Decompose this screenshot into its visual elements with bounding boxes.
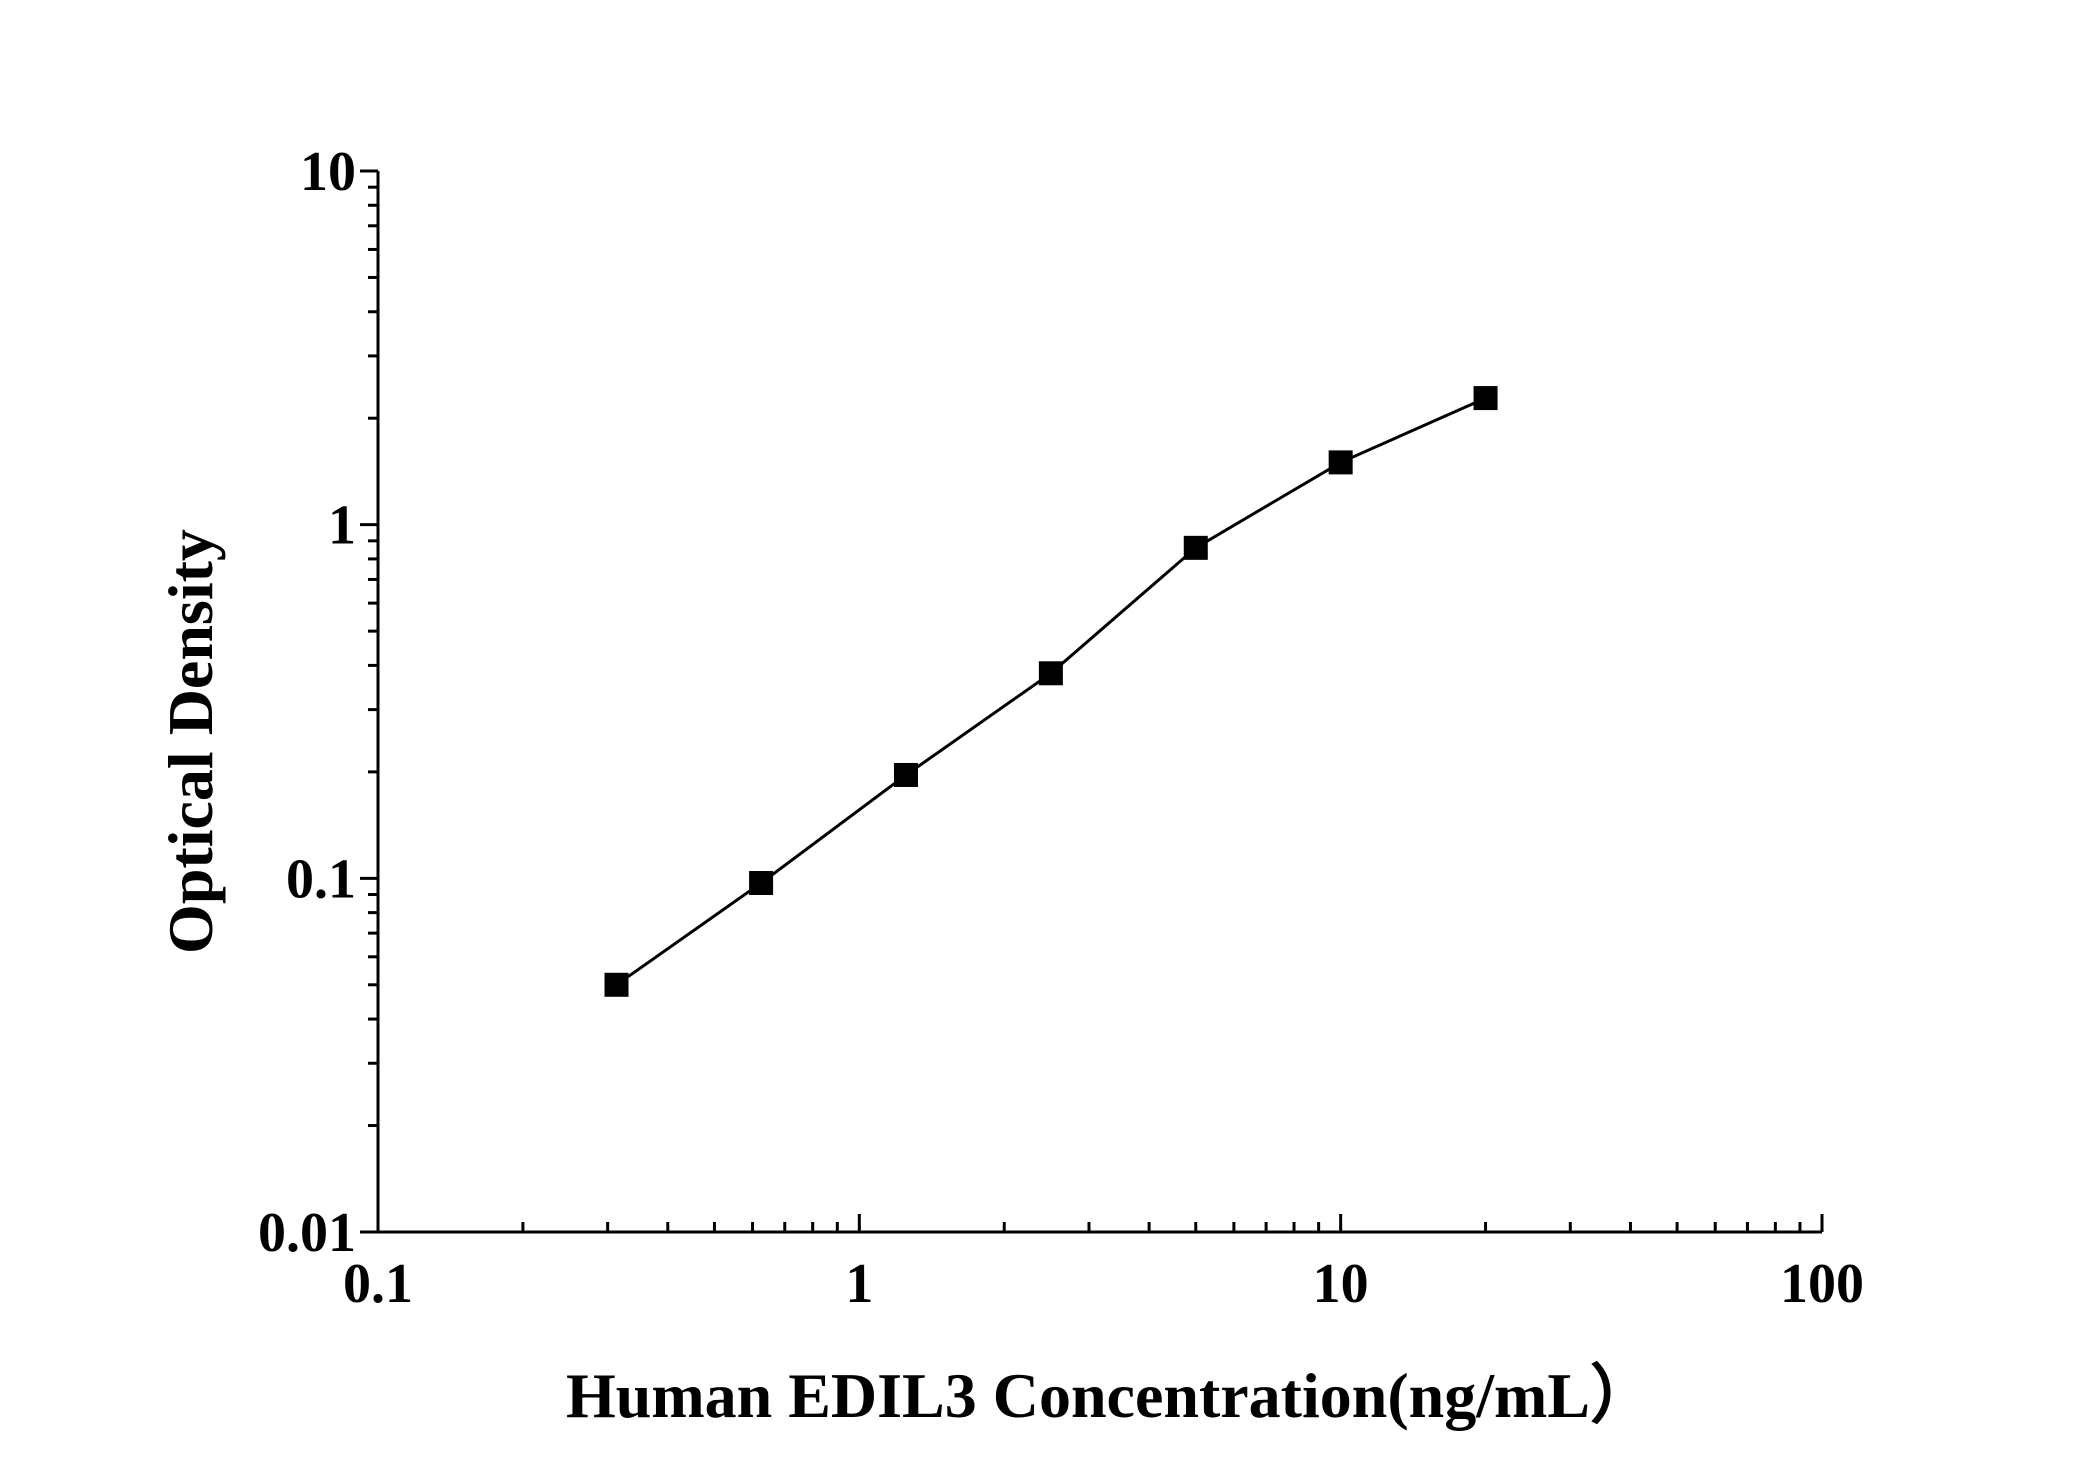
axes	[376, 171, 1822, 1234]
data-point-marker	[1183, 535, 1208, 560]
y-tick-label: 0.01	[258, 1202, 356, 1264]
y-axis-title: Optical Density	[155, 529, 226, 954]
y-tick-label: 1	[328, 495, 356, 557]
ticks	[360, 169, 1824, 1234]
data-point-marker	[604, 972, 629, 997]
data-point-marker	[1038, 661, 1063, 686]
data-point-marker	[1473, 386, 1498, 411]
y-tick-label: 10	[300, 141, 356, 203]
x-tick-label: 0.1	[343, 1253, 413, 1315]
data-point-marker	[749, 871, 774, 896]
series	[604, 386, 1498, 997]
x-tick-label: 10	[1313, 1253, 1369, 1315]
x-axis-title: Human EDIL3 Concentration(ng/mL）	[566, 1360, 1654, 1431]
data-point-marker	[893, 762, 918, 787]
x-tick-label: 1	[845, 1253, 873, 1315]
x-tick-label: 100	[1780, 1253, 1864, 1315]
data-point-marker	[1328, 450, 1353, 475]
series-line	[615, 396, 1487, 987]
y-tick-label: 0.1	[286, 848, 356, 910]
